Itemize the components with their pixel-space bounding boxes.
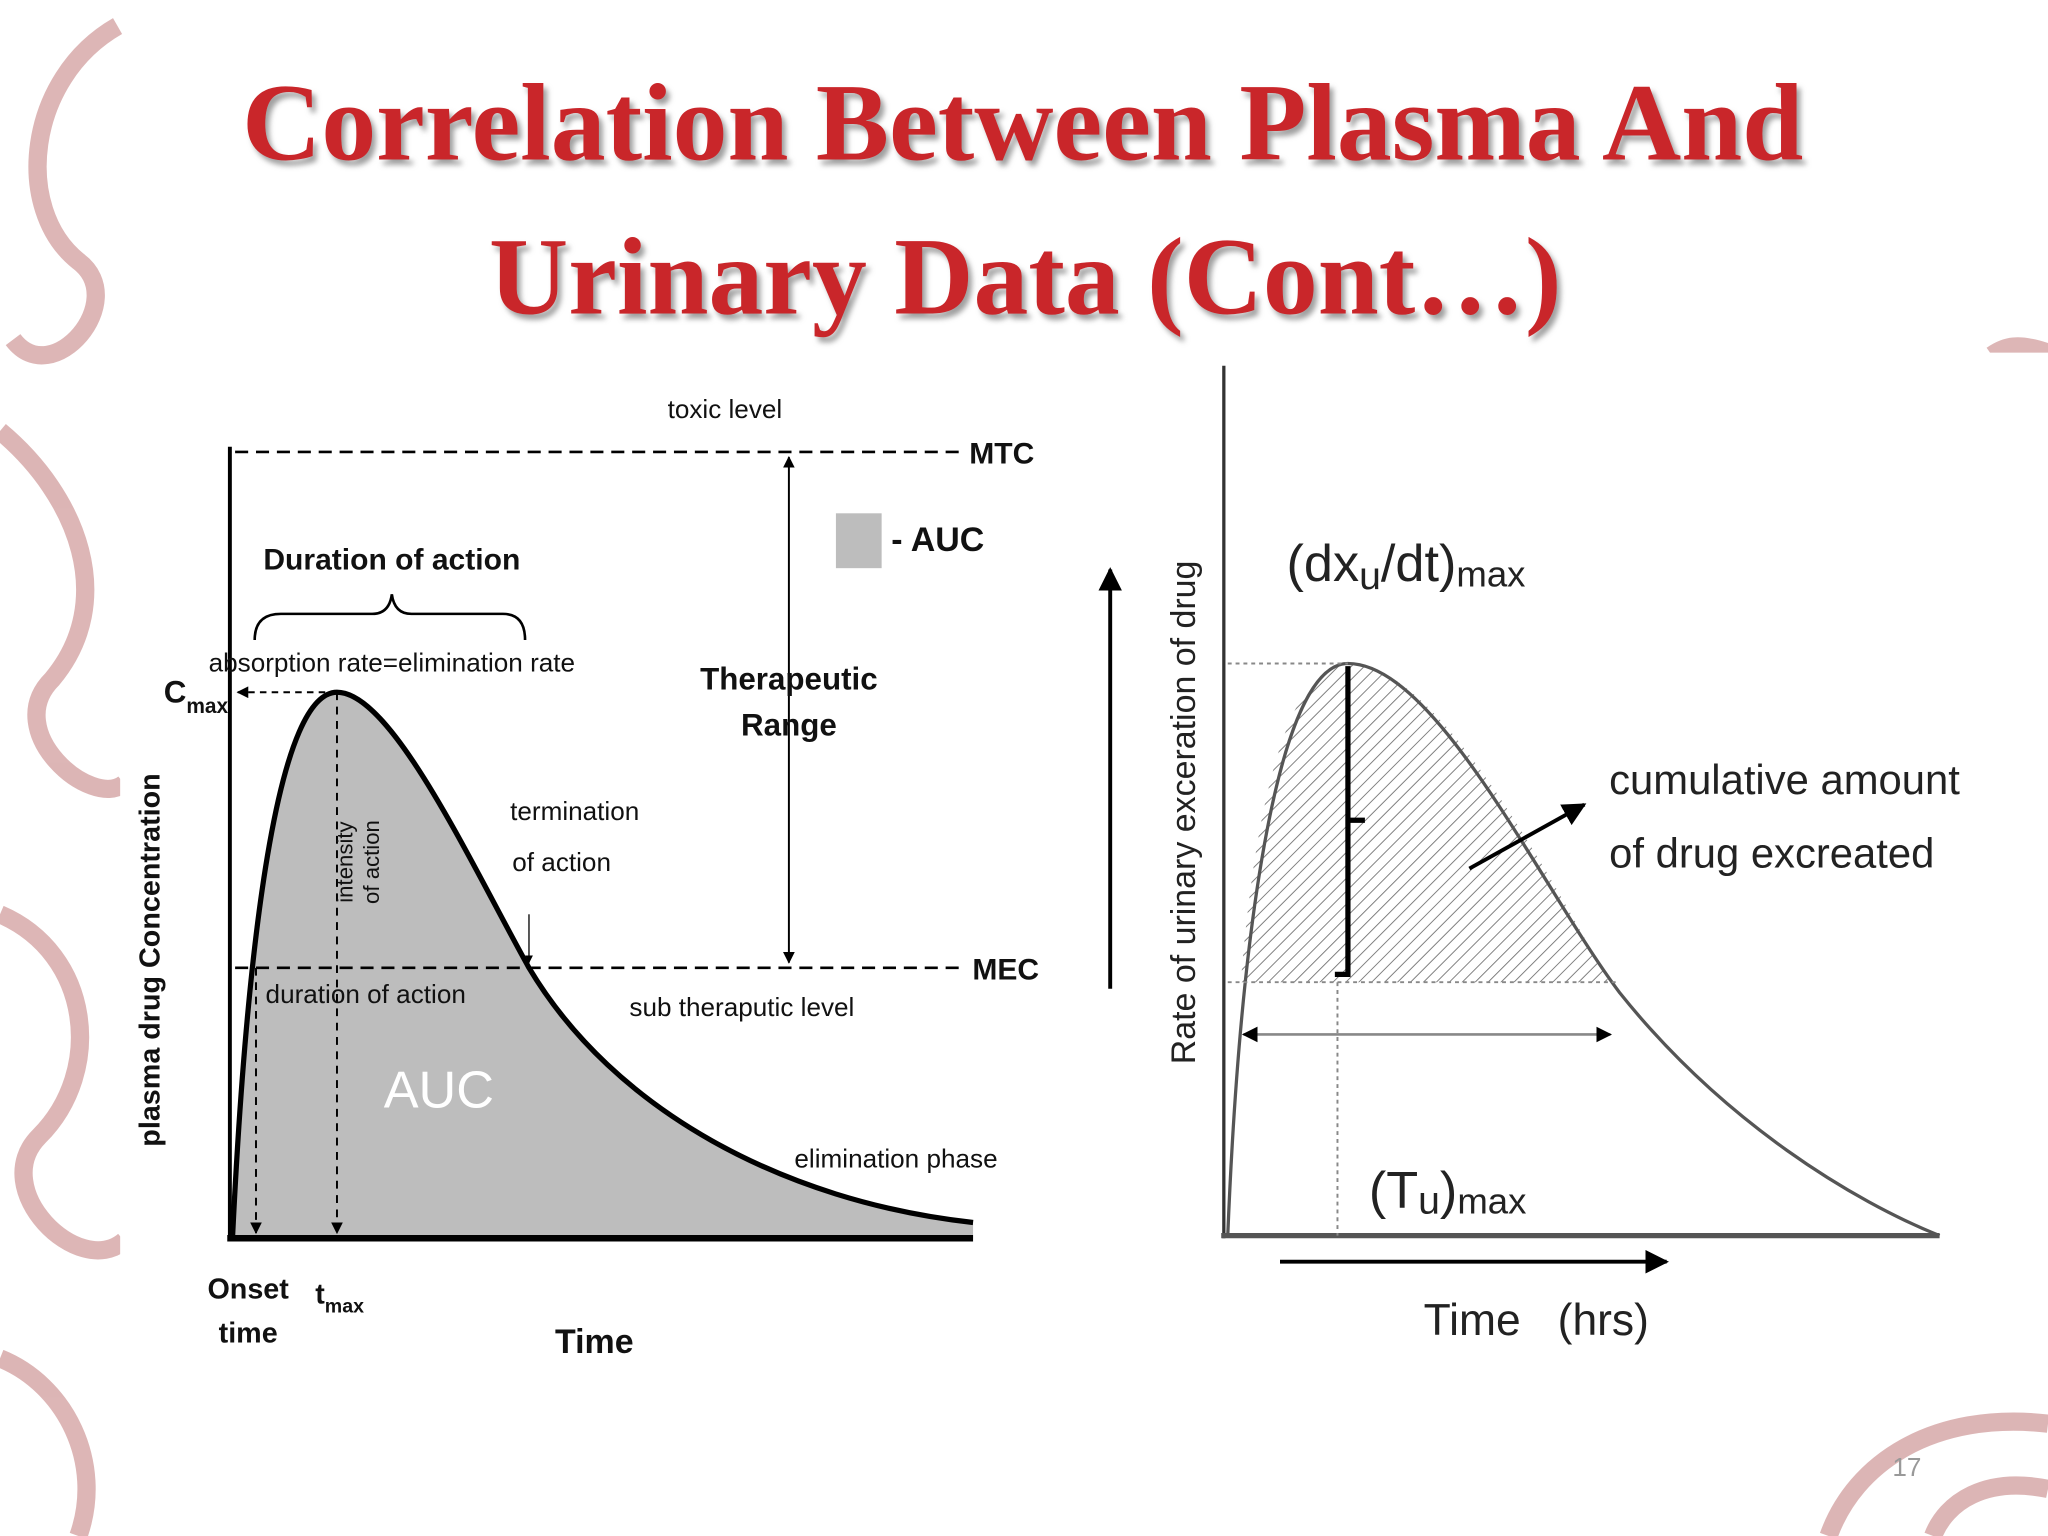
- label: ): [1440, 1162, 1457, 1220]
- legend-swatch: [835, 513, 882, 569]
- urinary-curve: [1226, 661, 1941, 1238]
- label: (T: [1369, 1162, 1418, 1220]
- y-axis-label: Rate of urinary exceration of drug: [1165, 561, 1203, 1065]
- label: /dt): [1381, 535, 1456, 593]
- label: max: [1457, 1180, 1526, 1221]
- auc-label: AUC: [384, 1062, 494, 1120]
- label: max: [186, 695, 228, 718]
- tmax-label: tmax: [315, 1279, 364, 1318]
- label: of action: [512, 847, 611, 877]
- label: MEC: [972, 954, 1039, 987]
- legend-label: - AUC: [891, 521, 984, 559]
- bracket: [1334, 666, 1365, 977]
- label: of action: [359, 820, 384, 904]
- label: duration of action: [266, 979, 466, 1009]
- label: MTC: [969, 438, 1034, 471]
- label: termination: [510, 796, 639, 826]
- label: u: [1359, 555, 1381, 598]
- brace: [253, 594, 527, 641]
- x-axis-label: Time (hrs): [1424, 1296, 1649, 1345]
- page-number: 17: [1892, 1452, 1921, 1482]
- label: Therapeutic: [700, 662, 878, 697]
- label: Duration of action: [263, 543, 520, 576]
- urinary-diagram: (dxu/dt)max (Tu)max cumulative amount of…: [1165, 365, 1960, 1345]
- label: cumulative amount: [1609, 756, 1960, 803]
- peak-rate-label: (dxu/dt)max: [1287, 535, 1526, 598]
- label: max: [1456, 553, 1525, 594]
- hatched-area: [1240, 663, 1610, 983]
- y-axis-label: plasma drug Concentration: [134, 773, 166, 1146]
- label: elimination phase: [794, 1144, 997, 1174]
- decoration: [0, 18, 2048, 1536]
- pointer-arrow: [1468, 802, 1587, 871]
- label: of drug excreated: [1609, 829, 1934, 876]
- label: Onset: [207, 1273, 289, 1305]
- title-line: Correlation Between Plasma And: [242, 61, 1803, 183]
- peak-time-label: (Tu)max: [1369, 1162, 1527, 1222]
- auc-area: [232, 692, 974, 1239]
- plasma-diagram: toxic level MTC MEC - AUC Duration of ac…: [134, 394, 1039, 1361]
- label: C: [164, 675, 187, 710]
- label: (dx: [1287, 535, 1360, 593]
- label: Range: [741, 707, 837, 742]
- label: sub theraputic level: [629, 992, 854, 1022]
- cmax-label: Cmax: [164, 675, 229, 718]
- label: max: [325, 1296, 364, 1318]
- x-axis-label: Time: [555, 1323, 634, 1361]
- label: time: [219, 1318, 278, 1350]
- label: intensity: [333, 820, 358, 902]
- label: toxic level: [668, 394, 783, 424]
- plasma-curve: [229, 689, 974, 1239]
- label: t: [315, 1279, 325, 1311]
- label: absorption rate=elimination rate: [209, 647, 575, 677]
- label: u: [1418, 1179, 1440, 1222]
- title-line: Urinary Data (Cont…): [489, 215, 1562, 337]
